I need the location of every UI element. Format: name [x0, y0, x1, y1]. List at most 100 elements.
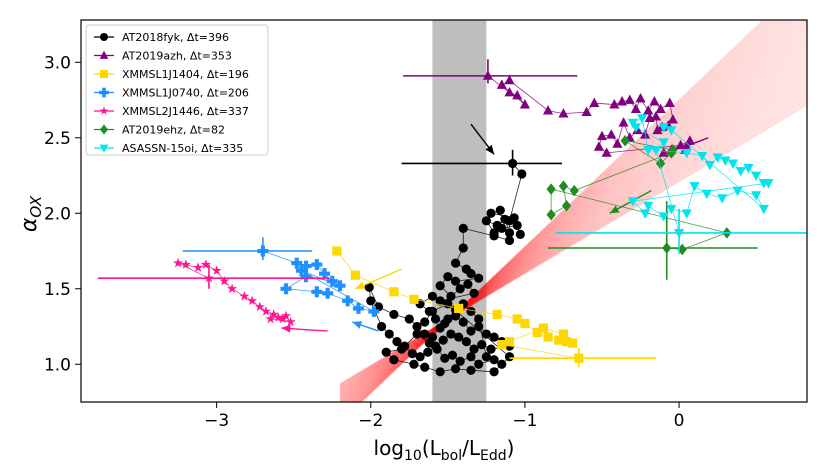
data-point [662, 242, 672, 254]
data-point [342, 295, 354, 307]
relation-line [359, 20, 768, 402]
trajectory-segment [594, 102, 615, 105]
trajectory-segment [440, 292, 475, 302]
data-point [443, 272, 453, 282]
data-point [481, 329, 491, 339]
x-axis-label: log10(Lbol/LEdd) [374, 436, 515, 464]
data-point [409, 359, 419, 369]
data-point [492, 309, 502, 320]
data-point [520, 318, 530, 329]
data-point [751, 171, 762, 182]
trajectory-segment [509, 80, 549, 111]
data-point [504, 228, 515, 238]
data-point [624, 94, 635, 104]
relation-line [357, 20, 775, 402]
trajectory-segment [458, 307, 498, 315]
data-point [554, 335, 564, 345]
data-point [569, 184, 579, 197]
data-point [601, 147, 612, 157]
relation-line [356, 20, 781, 402]
relation-line [339, 50, 807, 401]
data-point [319, 268, 331, 280]
data-point [424, 338, 434, 348]
data-point [458, 243, 468, 253]
data-point [461, 337, 471, 347]
data-point [712, 153, 723, 163]
data-point [593, 141, 604, 151]
data-point [420, 329, 430, 339]
relation-line [354, 20, 786, 402]
data-point [612, 138, 623, 148]
data-point [542, 105, 554, 115]
relation-line [339, 55, 807, 400]
data-point [443, 314, 453, 324]
data-point [674, 228, 685, 239]
trajectory-segment [641, 118, 649, 150]
relation-line [346, 23, 807, 402]
data-point [538, 323, 549, 333]
trend-arrow-head [680, 141, 691, 149]
data-point [697, 151, 708, 162]
data-point [486, 344, 496, 354]
data-point [606, 129, 617, 139]
data-point [504, 352, 515, 362]
data-point [635, 92, 646, 103]
data-point [450, 276, 461, 286]
data-point [423, 347, 433, 357]
data-point [630, 103, 641, 113]
legend-label: XMMSL2J1446, Δt=337 [122, 105, 249, 118]
relation-line [339, 82, 807, 392]
data-point [509, 213, 519, 223]
data-point [193, 262, 204, 272]
data-point [486, 208, 496, 218]
data-point [397, 344, 407, 354]
data-point [481, 216, 491, 226]
relation-line [345, 26, 807, 402]
legend-label: AT2019azh, Δt=353 [122, 50, 232, 63]
relation-line [339, 77, 807, 393]
data-point [180, 259, 191, 269]
trajectory-segment [625, 140, 673, 151]
relation-line [339, 53, 807, 401]
data-point [643, 105, 654, 115]
data-point [489, 231, 499, 241]
data-point [581, 106, 592, 117]
data-point [254, 301, 265, 312]
legend-label: ASASSN-15oi, Δt=335 [122, 142, 243, 155]
data-point [655, 157, 666, 170]
data-point [727, 159, 739, 169]
data-point [447, 350, 458, 360]
data-point [649, 96, 660, 106]
data-point [412, 329, 422, 339]
data-point [504, 74, 515, 85]
legend-box [85, 24, 269, 156]
data-point [717, 194, 728, 204]
data-point [495, 205, 505, 215]
trend-arrow-head [485, 144, 495, 155]
trajectory-segment [563, 111, 587, 115]
series-asassn-15oi [555, 114, 807, 255]
data-point [427, 306, 438, 317]
plot-frame [80, 19, 808, 403]
trajectory-segment [606, 144, 681, 154]
y-tick-label: 1.0 [44, 355, 71, 375]
trajectory-segment [262, 250, 297, 264]
data-point [596, 130, 608, 141]
trajectory-segment [413, 298, 459, 309]
data-point [489, 332, 499, 342]
data-point [99, 144, 109, 153]
relation-line [352, 20, 795, 402]
data-point [454, 332, 464, 342]
relation-line [356, 20, 778, 402]
data-point [504, 86, 515, 97]
x-tick-label: −2 [358, 411, 383, 431]
data-point [589, 97, 600, 107]
relation-line [358, 20, 773, 402]
data-point [350, 270, 360, 280]
data-point [427, 291, 438, 301]
legend-label: XMMSL1J1404, Δt=196 [122, 68, 249, 81]
data-point [409, 294, 419, 304]
data-point [373, 302, 384, 312]
data-point [474, 314, 484, 324]
data-point [512, 220, 522, 230]
